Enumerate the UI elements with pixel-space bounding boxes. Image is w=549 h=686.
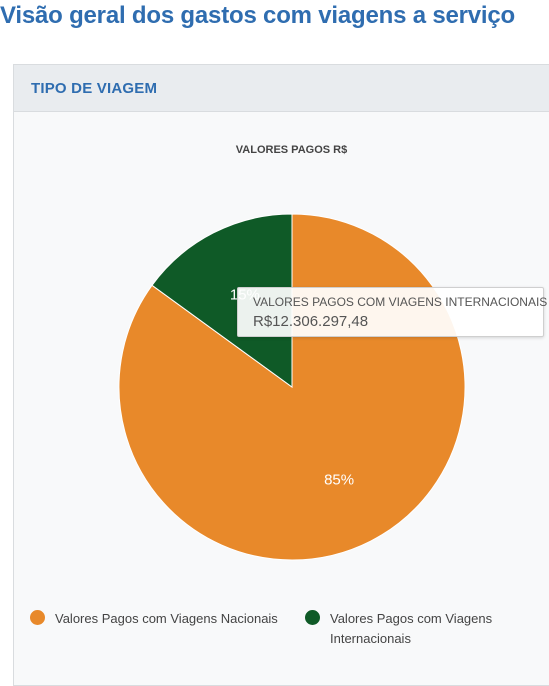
pie-slice-1[interactable] — [151, 213, 293, 388]
legend-label-nacionais: Valores Pagos com Viagens Nacionais — [55, 611, 278, 626]
legend-marker-internacionais — [305, 610, 320, 625]
legend-marker-nacionais — [30, 610, 45, 625]
legend-item-nacionais[interactable]: Valores Pagos com Viagens Nacionais — [30, 609, 290, 629]
legend-item-internacionais[interactable]: Valores Pagos com Viagens Internacionais — [305, 609, 505, 649]
card-title: TIPO DE VIAGEM — [31, 79, 158, 97]
chart-title: VALORES PAGOS R$ — [235, 144, 348, 156]
page-title: Visão geral dos gastos com viagens a ser… — [0, 2, 515, 29]
tooltip-label: VALORES PAGOS COM VIAGENS INTERNACIONAIS — [253, 295, 548, 309]
pie-data-label-0: 85% — [324, 471, 354, 488]
pie-chart: 85%15% — [118, 213, 466, 561]
tooltip-value: R$12.306.297,48 — [253, 313, 369, 330]
card-header: TIPO DE VIAGEM — [14, 65, 549, 112]
chart-tooltip: VALORES PAGOS COM VIAGENS INTERNACIONAIS… — [237, 287, 548, 337]
legend-label-internacionais: Valores Pagos com Viagens Internacionais — [330, 611, 493, 646]
chart-card: TIPO DE VIAGEM VALORES PAGOS R$ 85%15% V… — [13, 64, 549, 686]
